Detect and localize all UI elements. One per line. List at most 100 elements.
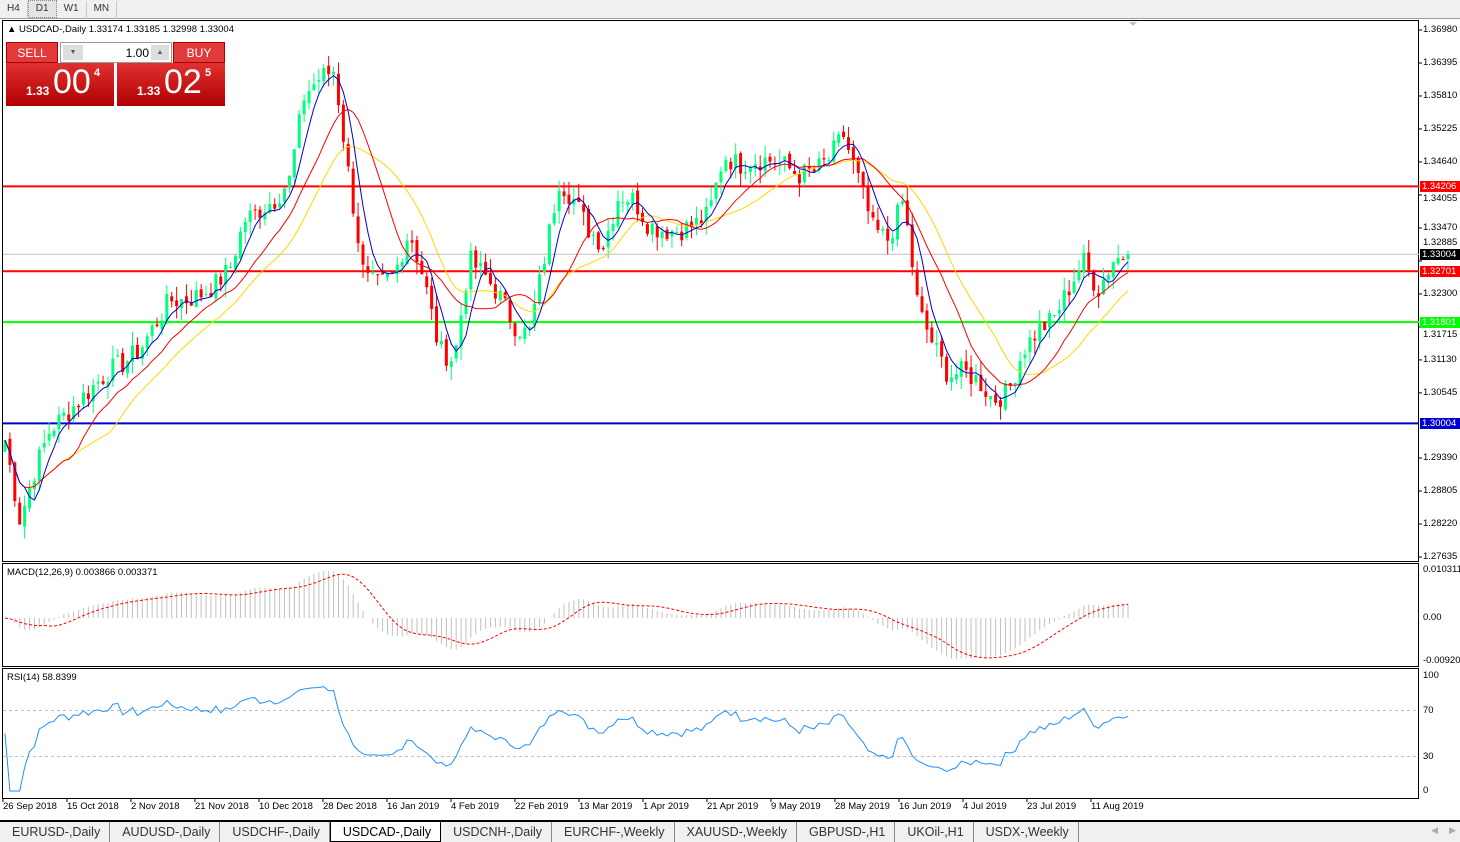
price-axis-label: 1.31130 xyxy=(1423,353,1457,365)
lots-value[interactable]: 1.00 xyxy=(125,46,149,60)
candle-body xyxy=(469,250,473,290)
candle-body xyxy=(219,276,223,285)
ma-slow-line xyxy=(4,146,1129,488)
rsi-panel[interactable] xyxy=(2,668,1419,799)
candle-body xyxy=(184,296,188,304)
candle-body xyxy=(488,273,492,285)
candle-body xyxy=(268,204,272,213)
macd-axis-label: 0.00 xyxy=(1423,612,1442,623)
chart-tab[interactable]: USDCNH-,Daily xyxy=(441,822,553,842)
candle-body xyxy=(1023,354,1027,359)
macd-panel[interactable] xyxy=(2,563,1419,667)
chart-tab[interactable]: USDCAD-,Daily xyxy=(329,822,442,842)
candle-body xyxy=(856,157,860,173)
candle-body xyxy=(175,300,179,307)
candle-body xyxy=(474,250,478,268)
candle-body xyxy=(400,261,404,267)
price-axis-label: 1.36395 xyxy=(1423,56,1458,68)
candle-body xyxy=(582,204,586,212)
chart-tab[interactable]: USDX-,Weekly xyxy=(974,822,1079,842)
candle-body xyxy=(81,392,85,405)
candle-body xyxy=(307,91,311,104)
lots-field[interactable]: ▼ 1.00 ▲ xyxy=(60,42,172,63)
chart-tab[interactable]: UKOil-,H1 xyxy=(895,822,974,842)
chart-tab[interactable]: EURCHF-,Weekly xyxy=(552,822,675,842)
candle-body xyxy=(871,212,875,218)
date-axis-label: 15 Oct 2018 xyxy=(67,801,119,812)
candle-body xyxy=(915,269,919,295)
sell-button[interactable]: SELL xyxy=(6,42,58,63)
date-axis-label: 2 Nov 2018 xyxy=(131,801,180,812)
timeframe-d1[interactable]: D1 xyxy=(27,0,57,18)
price-axis-label: 1.27635 xyxy=(1423,551,1458,562)
candle-body xyxy=(376,274,380,276)
chart-shift-icon xyxy=(1129,22,1137,26)
candle-body xyxy=(724,159,728,172)
candle-body xyxy=(57,414,61,430)
candle-body xyxy=(390,270,394,273)
price-chart-panel[interactable] xyxy=(2,20,1419,562)
candle-body xyxy=(140,347,144,359)
candle-body xyxy=(1106,274,1110,280)
candle-body xyxy=(905,200,909,226)
candle-body xyxy=(572,198,576,205)
candle-body xyxy=(851,147,855,161)
timeframe-toolbar: H4 D1 W1 MN xyxy=(0,0,1460,19)
candle-body xyxy=(523,327,527,339)
chart-tab[interactable]: GBPUSD-,H1 xyxy=(797,822,896,842)
chart-tab[interactable]: EURUSD-,Daily xyxy=(0,822,111,842)
date-axis-label: 22 Feb 2019 xyxy=(515,801,569,812)
candle-body xyxy=(47,433,51,441)
lots-decrease-icon[interactable]: ▼ xyxy=(63,45,83,60)
candle-body xyxy=(508,300,512,323)
symbol-info: ▲ USDCAD-,Daily 1.33174 1.33185 1.32998 … xyxy=(7,24,234,35)
candle-body xyxy=(768,156,772,162)
collapse-triangle-icon[interactable]: ▲ xyxy=(7,24,17,35)
bid-price[interactable]: 1.33 00 4 xyxy=(6,63,114,106)
candle-body xyxy=(1052,315,1056,317)
candle-body xyxy=(645,224,649,234)
lots-increase-icon[interactable]: ▲ xyxy=(151,45,169,60)
candle-body xyxy=(62,412,66,416)
chart-tab[interactable]: AUDUSD-,Daily xyxy=(110,822,221,842)
date-axis-label: 9 May 2019 xyxy=(771,801,821,812)
candle-body xyxy=(842,131,846,137)
candle-body xyxy=(793,170,797,174)
candle-body xyxy=(498,290,502,301)
timeframe-mn[interactable]: MN xyxy=(87,1,118,19)
date-axis-label: 26 Sep 2018 xyxy=(3,801,57,812)
candle-body xyxy=(101,381,105,384)
date-axis-label: 16 Jun 2019 xyxy=(899,801,952,812)
candle-body xyxy=(1087,252,1091,270)
timeframe-w1[interactable]: W1 xyxy=(57,1,87,19)
candle-body xyxy=(229,267,233,269)
timeframe-h4[interactable]: H4 xyxy=(0,1,28,19)
candle-body xyxy=(930,327,934,343)
candle-body xyxy=(989,395,993,400)
candle-body xyxy=(1038,323,1042,341)
scroll-left-icon[interactable]: ◀ xyxy=(1431,825,1438,835)
date-axis-label: 21 Apr 2019 xyxy=(707,801,759,812)
ask-price[interactable]: 1.33 02 5 xyxy=(117,63,225,106)
candle-body xyxy=(528,327,532,329)
candle-body xyxy=(606,230,610,248)
date-axis-label: 11 Aug 2019 xyxy=(1091,801,1144,812)
candle-body xyxy=(126,361,130,374)
candle-body xyxy=(32,481,36,489)
date-axis-label: 16 Jan 2019 xyxy=(387,801,440,812)
candle-body xyxy=(420,261,424,275)
candle-body xyxy=(13,462,17,502)
candle-body xyxy=(797,174,801,184)
candle-body xyxy=(861,171,865,187)
chart-tab[interactable]: USDCHF-,Daily xyxy=(220,822,330,842)
candle-body xyxy=(67,414,71,421)
rsi-label: RSI(14) 58.8399 xyxy=(7,672,77,683)
candle-body xyxy=(837,134,841,144)
chart-tab[interactable]: XAUUSD-,Weekly xyxy=(675,822,797,842)
scroll-right-icon[interactable]: ▶ xyxy=(1449,825,1456,835)
candle-body xyxy=(327,65,331,75)
price-axis-label: 1.35225 xyxy=(1423,122,1458,134)
candle-body xyxy=(1003,383,1007,410)
candle-body xyxy=(1018,360,1022,386)
buy-button[interactable]: BUY xyxy=(173,42,225,63)
